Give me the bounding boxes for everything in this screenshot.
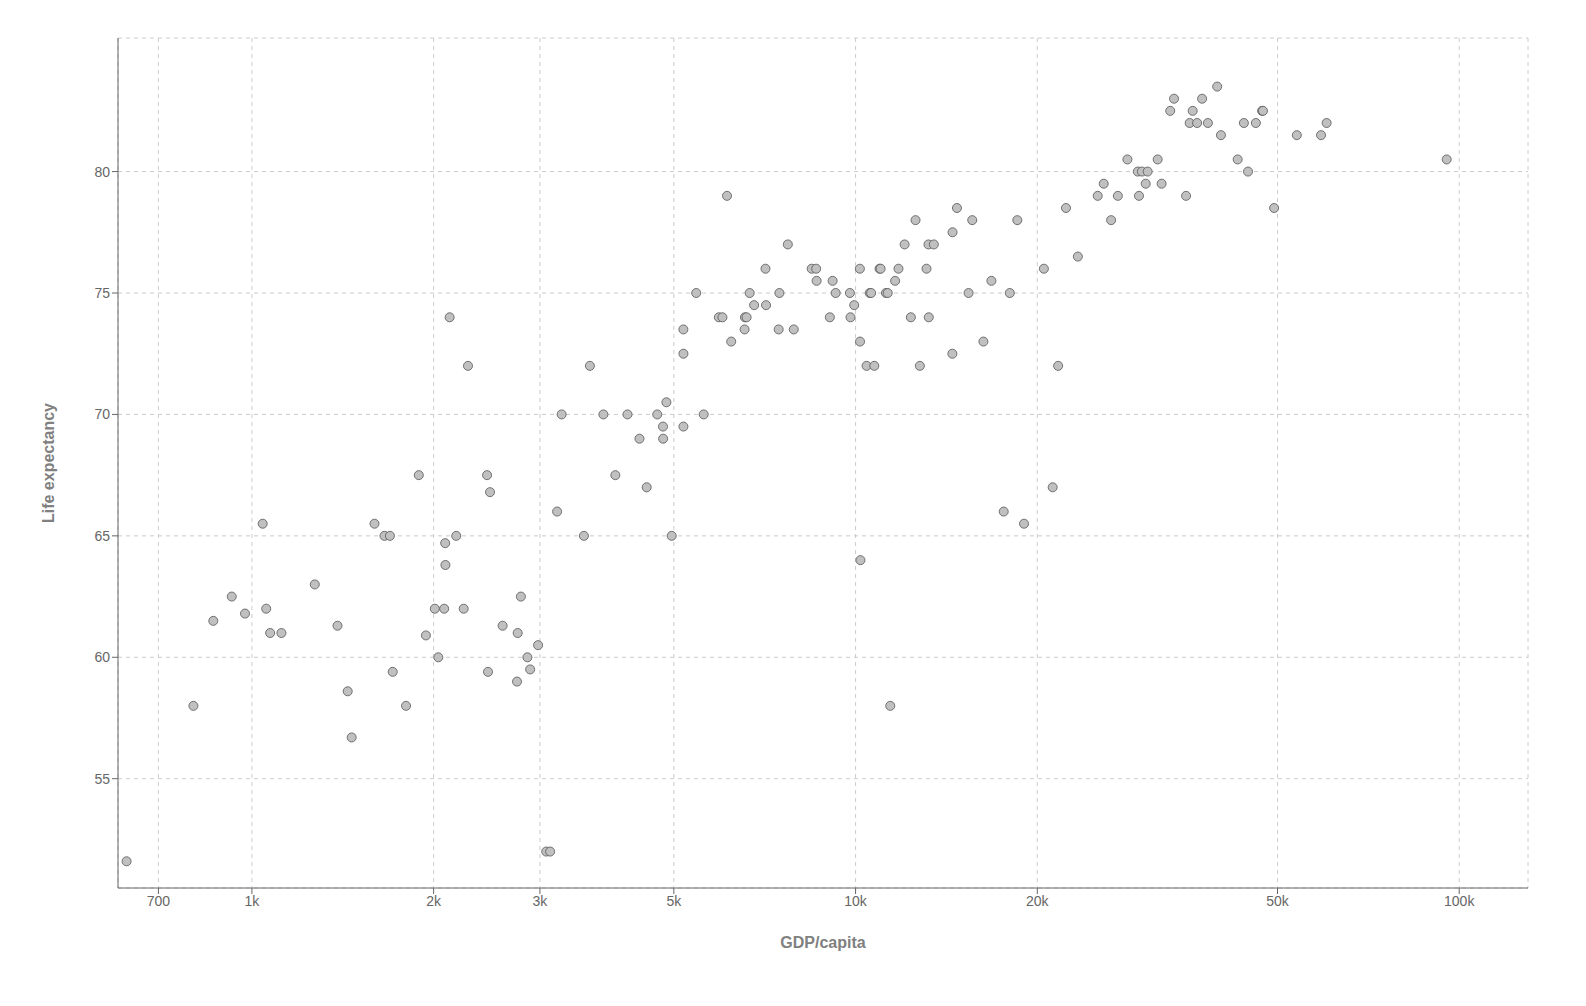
svg-text:75: 75 — [94, 285, 110, 301]
svg-text:100k: 100k — [1444, 893, 1475, 909]
svg-text:Life expectancy: Life expectancy — [40, 403, 57, 523]
svg-text:5k: 5k — [666, 893, 682, 909]
svg-text:80: 80 — [94, 164, 110, 180]
svg-text:GDP/capita: GDP/capita — [780, 934, 865, 951]
svg-text:20k: 20k — [1026, 893, 1050, 909]
svg-text:70: 70 — [94, 406, 110, 422]
svg-text:3k: 3k — [533, 893, 549, 909]
svg-text:1k: 1k — [245, 893, 261, 909]
svg-text:65: 65 — [94, 528, 110, 544]
svg-text:10k: 10k — [844, 893, 868, 909]
svg-text:55: 55 — [94, 771, 110, 787]
svg-text:60: 60 — [94, 649, 110, 665]
svg-text:700: 700 — [147, 893, 171, 909]
svg-text:2k: 2k — [426, 893, 442, 909]
svg-text:50k: 50k — [1266, 893, 1290, 909]
